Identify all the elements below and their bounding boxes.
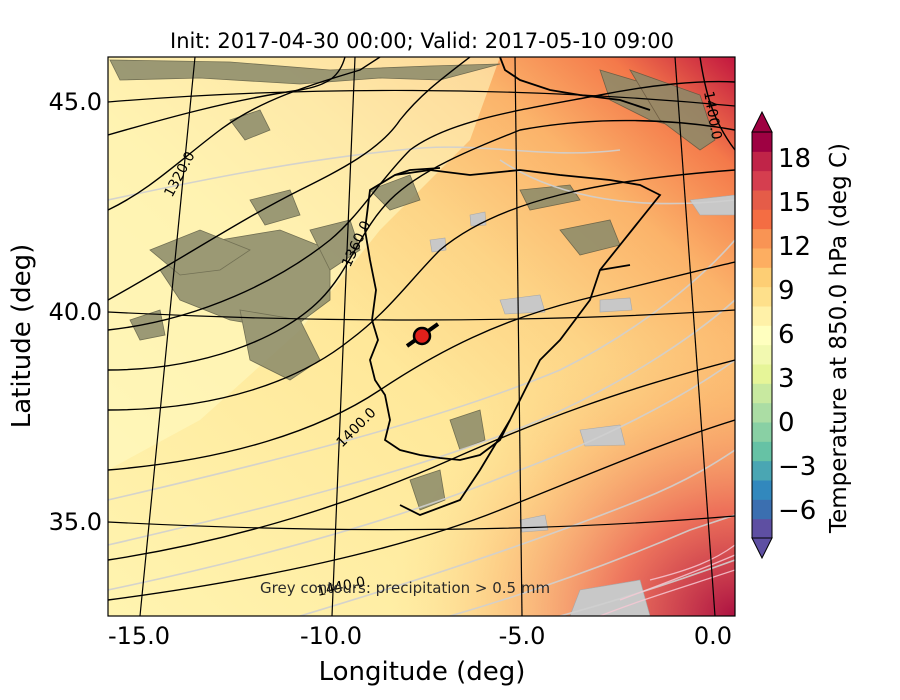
- colorbar: 18 15 12 9 6 3 0 −3 −6 Temperature at 85…: [751, 110, 852, 560]
- colorbar-steps: [752, 132, 772, 539]
- colorbar-tick-label: 0: [778, 408, 795, 438]
- colorbar-step: [752, 151, 772, 172]
- map-area: 1320.0 1360.0 1400.0 1400.0 1440.0 Grey …: [108, 57, 735, 616]
- coastlines: [364, 57, 662, 516]
- x-axis: -15.0 -10.0 -5.0 0.0 Longitude (deg): [108, 622, 732, 687]
- colorbar-step: [752, 228, 772, 249]
- x-tick-label: -15.0: [108, 622, 170, 650]
- y-axis-label: Latitude (deg): [7, 244, 37, 429]
- colorbar-min-arrow: [751, 537, 773, 560]
- precipitation-note: Grey contours: precipitation > 0.5 mm: [260, 579, 550, 597]
- colorbar-step: [752, 306, 772, 326]
- colorbar-frame: [751, 131, 773, 539]
- y-axis: 35.0 40.0 45.0 Latitude (deg): [7, 88, 102, 536]
- colorbar-tick-label: 9: [778, 276, 795, 306]
- colorbar-step: [752, 267, 772, 288]
- colorbar-ticks: 18 15 12 9 6 3 0 −3 −6: [778, 144, 816, 526]
- colorbar-step: [752, 286, 772, 307]
- colorbar-step: [752, 480, 772, 500]
- graticule: [108, 57, 735, 616]
- colorbar-tick-label: 18: [778, 144, 811, 174]
- location-marker: [405, 322, 440, 348]
- colorbar-tick-label: 3: [778, 364, 795, 394]
- colorbar-tick-label: −6: [778, 496, 816, 526]
- colorbar-step: [752, 460, 772, 481]
- colorbar-label: Temperature at 850.0 hPa (deg C): [826, 143, 852, 534]
- colorbar-tick-label: 12: [778, 232, 811, 262]
- colorbar-step: [752, 422, 772, 442]
- colorbar-step: [752, 383, 772, 404]
- colorbar-step: [752, 518, 772, 539]
- figure-title: Init: 2017-04-30 00:00; Valid: 2017-05-1…: [170, 29, 674, 53]
- colorbar-max-arrow: [751, 110, 773, 133]
- colorbar-step: [752, 248, 772, 268]
- colorbar-step: [752, 170, 772, 191]
- colorbar-step: [752, 325, 772, 346]
- colorbar-step: [752, 364, 772, 384]
- colorbar-step: [752, 190, 772, 210]
- x-tick-label: 0.0: [694, 622, 732, 650]
- y-tick-label: 35.0: [49, 508, 102, 536]
- colorbar-tick-label: 6: [778, 320, 795, 350]
- colorbar-step: [752, 441, 772, 462]
- x-tick-label: -10.0: [300, 622, 362, 650]
- colorbar-step: [752, 402, 772, 423]
- temperature-contours: [108, 146, 735, 616]
- colorbar-tick-label: 15: [778, 188, 811, 218]
- y-tick-label: 45.0: [49, 88, 102, 116]
- warm-contours: [599, 544, 735, 616]
- x-tick-label: -5.0: [499, 622, 546, 650]
- colorbar-step: [752, 209, 772, 230]
- map-frame: [107, 56, 736, 617]
- colorbar-tick-label: −3: [778, 452, 816, 482]
- y-tick-label: 40.0: [49, 298, 102, 326]
- geopotential-contours: [108, 57, 735, 601]
- colorbar-step: [752, 132, 772, 152]
- x-axis-label: Longitude (deg): [319, 657, 526, 687]
- colorbar-step: [752, 499, 772, 520]
- colorbar-step: [752, 344, 772, 365]
